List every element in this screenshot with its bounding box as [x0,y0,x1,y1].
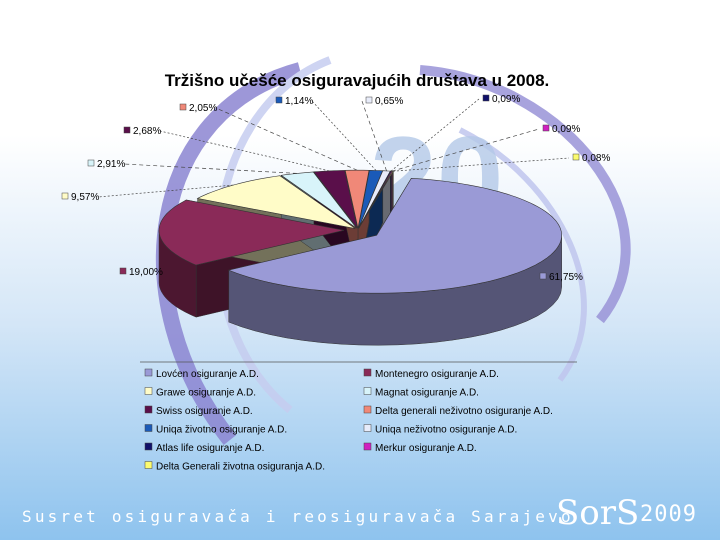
data-label-3: 2,91% [97,159,125,170]
leader-line-10 [392,157,570,172]
footer-text: Susret osiguravača i reosiguravača Saraj… [22,507,574,526]
data-label-2: 9,57% [71,192,99,203]
data-label-swatch-7 [365,96,373,104]
legend-item-10: Delta Generali životna osiguranja A.D. [156,462,325,473]
legend-swatch-4 [144,405,153,414]
footer-year: 2009 [640,502,697,527]
pie-slice-3 [280,171,357,229]
leader-line-9 [391,128,540,172]
leader-line-2 [97,184,234,198]
data-label-swatch-8 [482,94,490,102]
leader-lines [97,98,570,198]
legend-item-7: Uniqa neživotno osiguranje A.D. [375,425,517,436]
data-label-swatch-5 [179,103,187,111]
data-label-10: 0,08% [582,153,610,164]
data-label-swatch-4 [123,126,131,134]
data-label-1: 19,00% [129,267,163,278]
data-label-7: 0,65% [375,96,403,107]
leader-line-3 [123,163,297,174]
data-label-5: 2,05% [189,103,217,114]
legend-item-8: Atlas life osiguranje A.D. [156,443,264,454]
legend-swatch-1 [363,368,372,377]
legend-item-3: Magnat osiguranje A.D. [375,388,479,399]
legend-item-0: Lovćen osiguranje A.D. [156,369,259,380]
legend: Lovćen osiguranje A.D. Montenegro osigura… [144,368,553,473]
pie-slice-1 [158,199,345,266]
chart-title: Tržišno učešće osiguravajućih društava u… [165,71,550,90]
legend-item-1: Montenegro osiguranje A.D. [375,369,499,380]
data-label-swatch-9 [542,124,550,132]
pie-slice-2 [196,175,356,229]
data-label-swatch-0 [539,272,547,280]
data-label-8: 0,09% [492,94,520,105]
pie-tops [158,169,563,294]
legend-swatch-0 [144,368,153,377]
legend-swatch-3 [363,387,372,395]
legend-item-9: Merkur osiguranje A.D. [375,443,477,454]
data-label-4: 2,68% [133,126,161,137]
leader-line-4 [159,130,330,172]
leader-line-7 [361,100,387,172]
pie-slice-0 [227,177,563,294]
legend-item-4: Swiss osiguranje A.D. [156,406,253,417]
data-label-swatch-10 [572,153,580,161]
legend-swatch-9 [363,442,372,451]
data-label-swatch-6 [275,96,283,104]
data-label-6: 1,14% [285,96,313,107]
leader-line-6 [311,100,377,171]
data-label-swatch-1 [119,267,127,275]
legend-item-6: Uniqa životno osiguranje A.D. [156,425,287,436]
data-label-0: 61,75% [549,272,583,283]
legend-swatch-7 [363,424,372,432]
legend-item-5: Delta generali neživotno osiguranje A.D. [375,406,553,417]
leader-line-8 [390,98,480,172]
data-label-9: 0,09% [552,124,580,135]
legend-swatch-10 [144,461,153,469]
data-label-swatch-3 [87,159,95,167]
legend-swatch-2 [144,387,153,395]
legend-swatch-6 [144,424,153,432]
legend-swatch-5 [363,405,372,414]
data-labels: 61,75% 19,00% 9,57% 2,91% 2,68% 2,05% 1,14% 0,6… [61,94,610,283]
legend-item-2: Grawe osiguranje A.D. [156,388,256,399]
data-label-swatch-2 [61,192,69,200]
footer-logo: SorS [556,493,640,533]
legend-swatch-8 [144,442,153,451]
leader-line-5 [215,107,358,171]
